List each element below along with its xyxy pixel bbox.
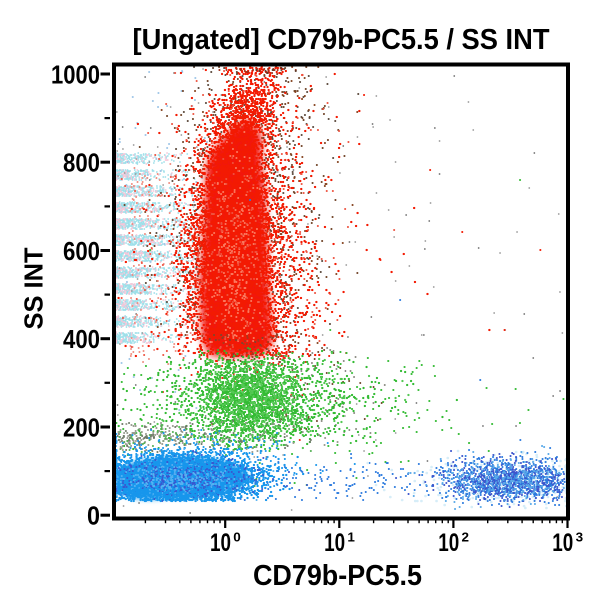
svg-text:10: 10 (552, 529, 573, 557)
svg-text:800: 800 (63, 148, 100, 178)
svg-text:1000: 1000 (51, 60, 100, 90)
svg-text:10: 10 (438, 529, 459, 557)
svg-text:400: 400 (63, 324, 100, 354)
svg-text:200: 200 (63, 413, 100, 443)
svg-text:0: 0 (87, 501, 100, 531)
svg-text:600: 600 (63, 236, 100, 266)
svg-text:10: 10 (324, 529, 345, 557)
svg-text:2: 2 (462, 530, 470, 545)
svg-text:1: 1 (347, 530, 355, 545)
svg-text:SS INT: SS INT (19, 247, 49, 329)
svg-text:0: 0 (233, 530, 241, 545)
svg-text:[Ungated] CD79b-PC5.5 / SS INT: [Ungated] CD79b-PC5.5 / SS INT (133, 24, 550, 56)
svg-text:10: 10 (210, 529, 231, 557)
svg-text:3: 3 (576, 530, 584, 545)
svg-text:CD79b-PC5.5: CD79b-PC5.5 (253, 560, 422, 592)
